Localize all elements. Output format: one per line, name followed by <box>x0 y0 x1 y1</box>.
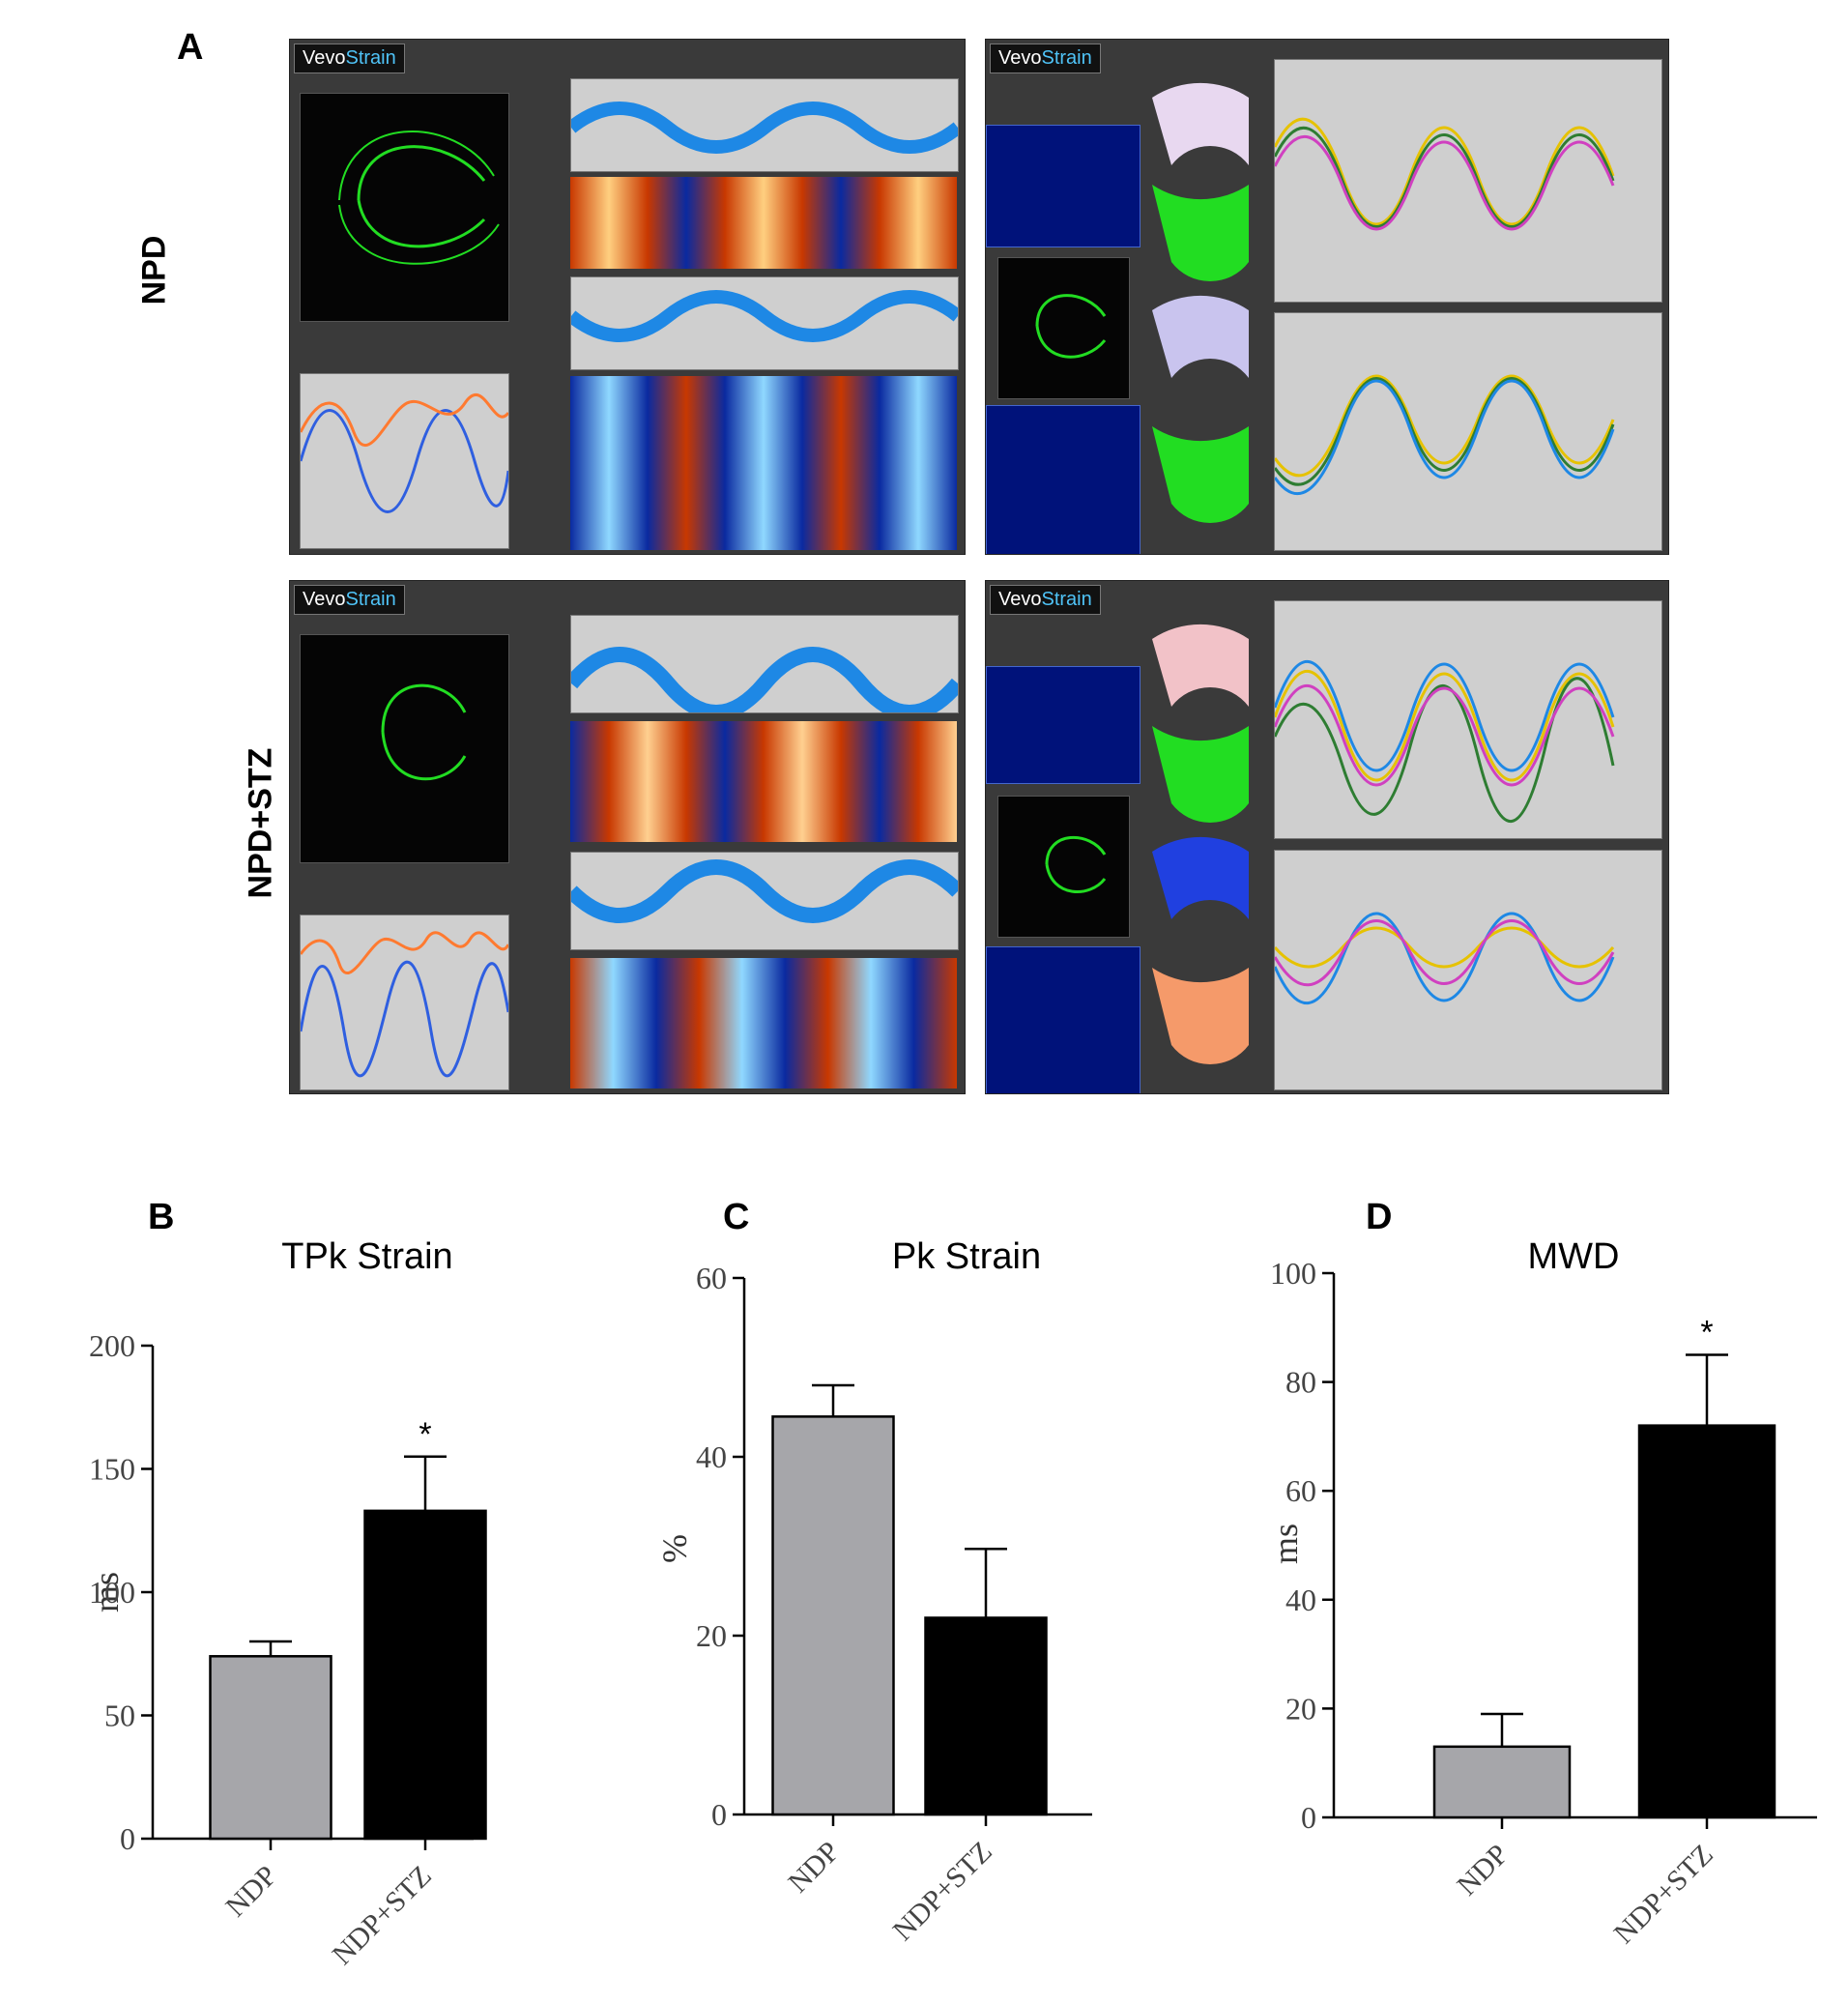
bmode-image <box>997 796 1130 938</box>
vevo-strain-logo: VevoStrain <box>990 44 1101 73</box>
significance-marker: * <box>1700 1314 1713 1350</box>
radial-strain-table <box>986 125 1141 247</box>
y-axis-label: % <box>655 1534 694 1563</box>
tpk-strain-bar-chart: TPk Strain ms 0 50 100 150 200 NDP * NDP+STZ <box>87 1236 487 1971</box>
y-tick-label: 20 <box>696 1618 727 1653</box>
segmental-longitudinal-curves <box>1274 850 1662 1090</box>
y-tick-label: 80 <box>1285 1365 1316 1400</box>
bar-ndp-stz <box>363 1509 487 1841</box>
row-label-npd-stz: NPD+STZ <box>242 747 279 899</box>
x-tick-label: NDP <box>219 1860 283 1924</box>
speckle-tracking-overlay <box>338 131 500 265</box>
y-tick-label: 0 <box>1301 1800 1316 1835</box>
longitudinal-strain-heatmap <box>570 376 957 550</box>
radial-strain-heatmap <box>570 177 957 269</box>
bar-ndp <box>1432 1745 1572 1819</box>
x-tick-label: NDP+STZ <box>1607 1839 1718 1950</box>
pk-strain-bar-chart: Pk Strain% 0 20 40 60 NDP NDP+STZ <box>655 1236 1092 1947</box>
y-tick-label: 0 <box>120 1821 135 1856</box>
bmode-image <box>997 257 1130 399</box>
chart-title: MWD <box>1528 1236 1620 1277</box>
vevo-strain-logo: VevoStrain <box>294 44 405 73</box>
vevo-strain-logo: VevoStrain <box>294 585 405 615</box>
volume-trace-plot <box>300 914 509 1090</box>
y-tick-label: 200 <box>89 1328 135 1363</box>
longitudinal-strain-heatmap <box>570 958 957 1089</box>
y-tick-label: 40 <box>696 1439 727 1474</box>
significance-marker: * <box>419 1416 431 1453</box>
x-tick-label: NDP <box>782 1836 846 1900</box>
vevo-strain-logo: VevoStrain <box>990 585 1101 615</box>
npd-stz-segmental-screen: VevoStrain <box>985 580 1669 1094</box>
segmental-radial-curves <box>1274 600 1662 839</box>
panel-label-a: A <box>177 27 204 68</box>
radial-strain-heatmap <box>570 721 957 842</box>
longitudinal-strain-trace <box>570 852 959 950</box>
y-axis-label: ms <box>87 1572 126 1612</box>
bmode-image <box>300 93 509 322</box>
radial-strain-table <box>986 666 1141 784</box>
y-tick-label: 20 <box>1285 1691 1316 1726</box>
y-tick-label: 60 <box>696 1261 727 1295</box>
bar-ndp-stz <box>924 1616 1048 1816</box>
panel-label-b: B <box>148 1197 175 1237</box>
y-tick-label: 40 <box>1285 1582 1316 1617</box>
segmental-radial-curves <box>1274 59 1662 303</box>
chart-title: Pk Strain <box>892 1236 1041 1277</box>
x-tick-label: NDP+STZ <box>886 1836 997 1947</box>
segment-rings <box>1152 82 1249 523</box>
y-tick-label: 50 <box>104 1698 135 1733</box>
y-tick-label: 150 <box>89 1452 135 1487</box>
y-tick-label: 60 <box>1285 1473 1316 1508</box>
radial-strain-trace <box>570 615 959 713</box>
panel-label-c: C <box>723 1197 750 1237</box>
x-tick-label: NDP <box>1451 1839 1515 1902</box>
bmode-image <box>300 634 509 863</box>
segmental-longitudinal-curves <box>1274 312 1662 551</box>
npd-segmental-screen: VevoStrain <box>985 39 1669 555</box>
y-tick-label: 100 <box>1270 1256 1316 1291</box>
bar-ndp <box>771 1415 895 1816</box>
y-axis-label: ms <box>1266 1524 1305 1564</box>
volume-trace-plot <box>300 373 509 549</box>
longitudinal-strain-trace <box>570 276 959 370</box>
npd-radial-strain-screen: VevoStrain <box>289 39 966 555</box>
mwd-bar-chart: MWD ms 0 20 40 60 80 100 NDP * NDP+STZ <box>1266 1236 1817 1950</box>
longitudinal-strain-table <box>986 946 1141 1093</box>
npd-stz-radial-strain-screen: VevoStrain <box>289 580 966 1094</box>
chart-title: TPk Strain <box>281 1236 452 1277</box>
bar-ndp-stz <box>1637 1424 1776 1819</box>
panel-label-d: D <box>1366 1197 1393 1237</box>
y-tick-label: 0 <box>711 1797 727 1832</box>
y-tick-label: 100 <box>89 1575 135 1610</box>
radial-strain-trace <box>570 78 959 172</box>
row-label-npd: NPD <box>135 235 173 305</box>
bar-ndp <box>209 1655 332 1841</box>
longitudinal-strain-table <box>986 405 1141 554</box>
segment-rings <box>1152 624 1249 1064</box>
x-tick-label: NDP+STZ <box>326 1860 437 1971</box>
